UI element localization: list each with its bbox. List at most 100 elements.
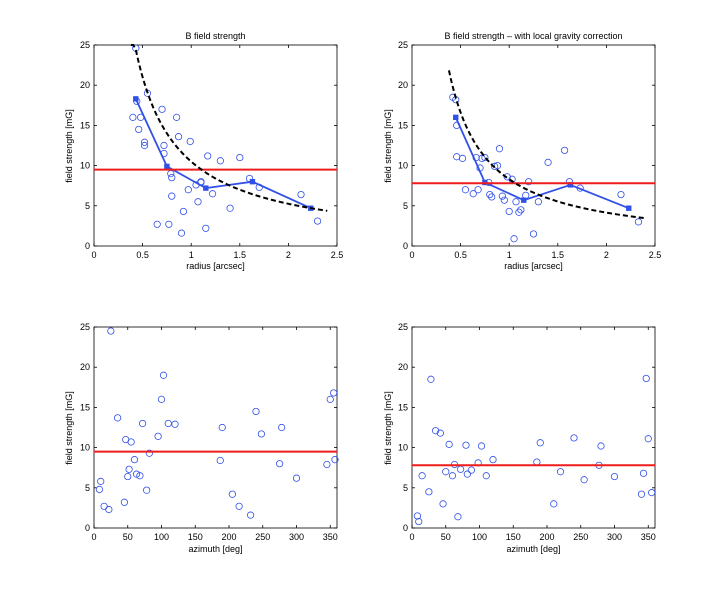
y-tick-label: 25: [80, 40, 90, 50]
data-point: [330, 389, 338, 397]
x-tick-label: 350: [323, 532, 338, 542]
data-point: [145, 449, 153, 457]
x-tick-label: 0.5: [136, 250, 149, 260]
data-point: [177, 229, 186, 237]
data-point: [529, 230, 538, 238]
data-point: [442, 468, 450, 476]
data-point: [105, 505, 113, 514]
data-point: [95, 485, 104, 494]
x-tick-label: 0: [409, 532, 414, 542]
data-point: [550, 500, 558, 508]
data-point: [467, 466, 475, 474]
x-tick-label: 1: [507, 250, 512, 260]
data-point: [174, 133, 183, 141]
data-point: [597, 442, 605, 450]
data-point: [491, 162, 499, 171]
y-tick-label: 5: [85, 483, 90, 493]
data-point: [184, 186, 192, 194]
y-tick-label: 20: [398, 362, 408, 372]
data-point: [130, 456, 139, 464]
data-point: [140, 141, 149, 150]
data-point: [208, 190, 217, 198]
data-point: [617, 190, 625, 199]
data-point: [124, 472, 132, 481]
binned-mean-marker: [133, 96, 139, 102]
data-point: [637, 490, 646, 498]
x-tick-label: 2: [604, 250, 609, 260]
data-point: [425, 488, 433, 496]
data-point: [252, 407, 260, 416]
data-point: [477, 442, 486, 450]
y-tick-label: 25: [80, 322, 90, 332]
y-tick-label: 20: [398, 80, 408, 90]
data-point: [469, 190, 477, 198]
data-point: [610, 472, 619, 481]
data-point: [125, 465, 133, 473]
data-point: [570, 434, 578, 442]
data-point: [107, 327, 115, 335]
data-point: [478, 154, 486, 162]
data-point: [503, 173, 511, 181]
y-tick-label: 5: [85, 201, 90, 211]
x-tick-label: 0: [91, 250, 96, 260]
data-point: [323, 460, 331, 469]
data-point: [534, 198, 542, 206]
x-tick-label: 1.5: [552, 250, 565, 260]
data-point: [114, 414, 122, 422]
data-point: [297, 190, 305, 199]
data-point: [139, 419, 147, 428]
y-tick-label: 15: [398, 402, 408, 412]
data-point: [580, 476, 588, 484]
y-tick-label: 5: [403, 201, 408, 211]
data-point: [481, 153, 489, 162]
data-point: [536, 439, 544, 447]
data-point: [331, 456, 339, 464]
data-point: [639, 469, 648, 477]
x-tick-label: 150: [188, 532, 203, 542]
data-point: [292, 474, 301, 482]
data-point: [247, 511, 255, 519]
data-point: [427, 375, 435, 383]
binned-mean-marker: [164, 163, 170, 170]
data-point: [135, 125, 143, 134]
plot-area: [93, 44, 338, 247]
y-axis-label: field strength [mG]: [64, 109, 74, 183]
data-point: [216, 456, 224, 465]
plot-area: [411, 326, 656, 529]
data-point: [194, 198, 202, 206]
x-tick-label: 50: [123, 532, 133, 542]
data-point: [168, 192, 176, 200]
data-point: [218, 423, 226, 432]
data-point: [493, 162, 502, 170]
data-point: [436, 429, 444, 437]
y-tick-label: 5: [403, 483, 408, 493]
x-tick-label: 300: [607, 532, 622, 542]
data-point: [648, 489, 656, 497]
data-point: [505, 207, 513, 216]
chart-title: B field strength – with local gravity co…: [444, 31, 622, 41]
data-point: [517, 206, 525, 214]
y-tick-label: 15: [80, 402, 90, 412]
y-tick-label: 15: [398, 120, 408, 130]
data-point: [488, 193, 496, 201]
data-point: [164, 419, 172, 428]
x-tick-label: 1: [189, 250, 194, 260]
data-point: [171, 420, 179, 428]
panel-radius: B field strength radius [arcsec] field s…: [64, 31, 343, 271]
data-point: [432, 427, 440, 435]
plot-area: [411, 44, 656, 247]
y-tick-label: 10: [398, 443, 408, 453]
data-point: [186, 137, 194, 146]
x-tick-label: 0.5: [454, 250, 467, 260]
data-point: [454, 513, 462, 521]
data-point: [556, 468, 565, 476]
data-point: [235, 502, 243, 510]
data-point: [510, 235, 518, 243]
data-point: [228, 490, 236, 498]
data-point: [448, 472, 457, 480]
fit-curve: [130, 44, 328, 212]
binned-mean-marker: [567, 182, 574, 188]
x-tick-label: 100: [154, 532, 169, 542]
y-axis-label: field strength [mG]: [383, 109, 393, 183]
